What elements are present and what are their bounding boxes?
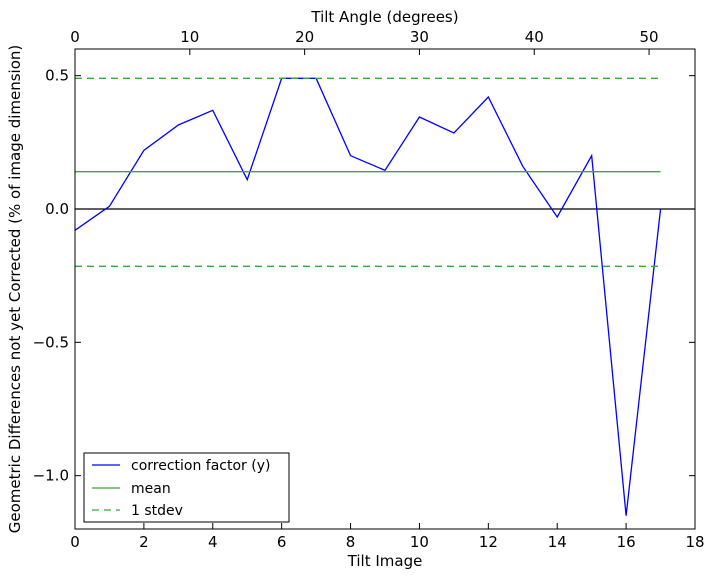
y-tick-label: −1.0 xyxy=(33,467,69,485)
top-x-tick-label: 50 xyxy=(640,28,659,46)
axes-frame xyxy=(74,48,696,530)
top-x-tick-label: 20 xyxy=(295,28,314,46)
top-x-tick-label: 30 xyxy=(410,28,429,46)
x-axis-title: Tilt Image xyxy=(347,552,423,570)
top-x-tick-label: 10 xyxy=(180,28,199,46)
top-x-tick-label: 0 xyxy=(70,28,80,46)
x-tick-label: 0 xyxy=(70,533,80,551)
x-tick-label: 10 xyxy=(410,533,429,551)
y-tick-label: −0.5 xyxy=(33,333,69,351)
x-tick-label: 18 xyxy=(685,533,704,551)
y-tick-label: 0.0 xyxy=(45,200,69,218)
legend-label-mean: mean xyxy=(131,481,171,497)
x-tick-label: 4 xyxy=(208,533,218,551)
plot-area xyxy=(74,77,695,516)
top-x-tick-label: 40 xyxy=(525,28,544,46)
y-tick-label: 0.5 xyxy=(45,67,69,85)
x-tick-label: 8 xyxy=(346,533,356,551)
legend: correction factor (y) mean 1 stdev xyxy=(83,452,290,523)
x-tick-label: 6 xyxy=(277,533,287,551)
top-x-axis-title: Tilt Angle (degrees) xyxy=(310,8,458,26)
x-tick-label: 14 xyxy=(548,533,567,551)
legend-label-1-stdev: 1 stdev xyxy=(131,503,183,519)
x-tick-label: 2 xyxy=(139,533,149,551)
y-axis-title: Geometric Differences not yet Corrected … xyxy=(6,45,24,534)
series-line-correction-factor-y xyxy=(74,77,662,516)
legend-label-correction-factor: correction factor (y) xyxy=(131,458,270,474)
x-tick-label: 16 xyxy=(617,533,636,551)
x-tick-label: 12 xyxy=(479,533,498,551)
tick-layer: 0 2 4 6 8 10 12 14 16 18 0 10 20 30 40 50 0.5 0.0 −0.5 −1.0 xyxy=(33,28,705,551)
